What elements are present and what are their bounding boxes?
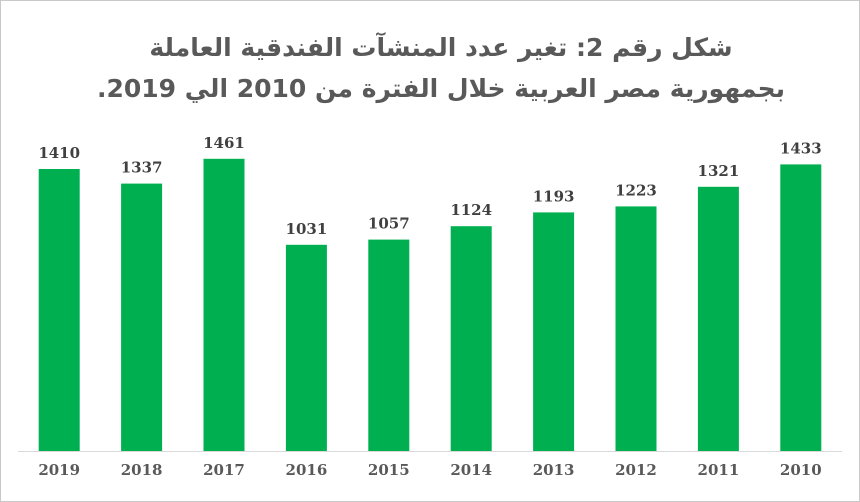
x-tick-label-2011: 2011 — [698, 461, 740, 479]
data-label-2014: 1124 — [450, 201, 492, 219]
data-labels-group: 1410 1337 1461 1031 1057 1124 1193 1223 1321 1433 — [38, 134, 821, 238]
x-tick-label-2019: 2019 — [38, 461, 80, 479]
x-tick-label-2015: 2015 — [368, 461, 410, 479]
data-label-2011: 1321 — [698, 162, 740, 180]
x-tick-labels-group: 2019 2018 2017 2016 2015 2014 2013 2012 2011 2010 — [38, 461, 821, 479]
bar-2019 — [38, 169, 80, 451]
bar-2011 — [697, 186, 739, 452]
bar-2015 — [368, 239, 410, 451]
data-label-2017: 1461 — [203, 134, 245, 152]
data-label-2016: 1031 — [286, 220, 328, 238]
x-tick-label-2014: 2014 — [450, 461, 492, 479]
x-tick-label-2018: 2018 — [121, 461, 163, 479]
chart-title: شكل رقم 2: تغير عدد المنشآت الفندقية الع… — [96, 33, 786, 103]
data-label-2013: 1193 — [533, 187, 575, 205]
x-tick-label-2010: 2010 — [780, 461, 822, 479]
x-tick-label-2012: 2012 — [615, 461, 657, 479]
x-tick-label-2016: 2016 — [286, 461, 328, 479]
x-tick-label-2017: 2017 — [203, 461, 245, 479]
bar-2013 — [533, 212, 575, 451]
data-label-2010: 1433 — [780, 139, 822, 157]
data-label-2019: 1410 — [38, 144, 80, 162]
bars-group — [38, 158, 822, 452]
bar-2018 — [121, 183, 163, 451]
data-label-2015: 1057 — [368, 215, 410, 233]
data-label-2012: 1223 — [615, 181, 657, 199]
bar-2010 — [780, 164, 822, 451]
data-label-2018: 1337 — [121, 159, 163, 177]
bar-2014 — [450, 226, 492, 451]
bar-2016 — [285, 244, 327, 451]
bar-2017 — [203, 158, 245, 452]
bar-2012 — [615, 206, 657, 451]
x-tick-label-2013: 2013 — [533, 461, 575, 479]
